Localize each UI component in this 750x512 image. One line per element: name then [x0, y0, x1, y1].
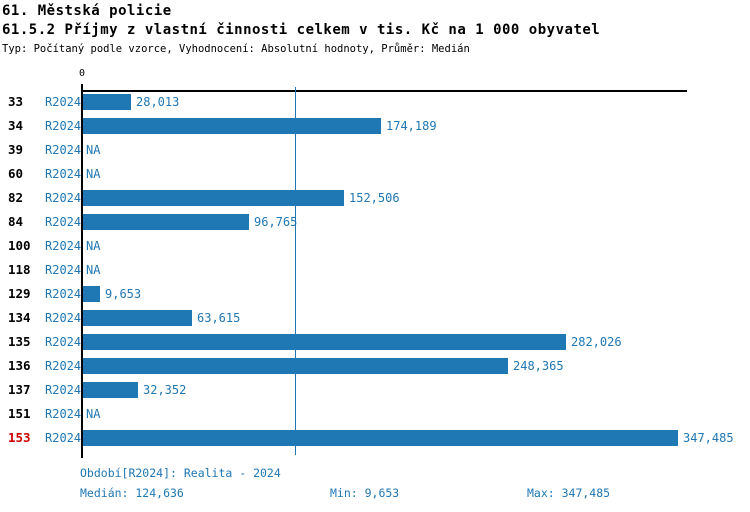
bar	[83, 430, 678, 446]
row-category-label: 100	[8, 238, 31, 253]
chart-row: 84 R2024 96,765	[0, 210, 750, 234]
bar-value-label: 28,013	[136, 95, 180, 109]
bar	[83, 358, 508, 374]
row-series-label: R2024	[45, 239, 82, 253]
bar-value-label: 282,026	[571, 335, 622, 349]
row-series-label: R2024	[45, 335, 82, 349]
chart-row: 129 R2024 9,653	[0, 282, 750, 306]
row-series-label: R2024	[45, 215, 82, 229]
chart-row: 136 R2024 248,365	[0, 354, 750, 378]
bar	[83, 382, 138, 398]
bar	[83, 118, 381, 134]
row-category-label: 137	[8, 382, 31, 397]
row-series-label: R2024	[45, 311, 82, 325]
bar-value-label: 96,765	[254, 215, 298, 229]
row-category-label: 34	[8, 118, 24, 133]
bar-value-label: 152,506	[349, 191, 400, 205]
median-reference-line	[295, 87, 296, 455]
bar	[83, 286, 100, 302]
bar-value-label: 347,485	[683, 431, 734, 445]
chart-row: 39 R2024 NA	[0, 138, 750, 162]
row-category-label: 135	[8, 334, 31, 349]
chart-row: 151 R2024 NA	[0, 402, 750, 426]
row-category-label: 134	[8, 310, 31, 325]
page-title: 61. Městská policie	[2, 3, 172, 19]
axis-zero-tick-label: 0	[78, 68, 86, 79]
footer-period-label: Období[R2024]: Realita - 2024	[80, 466, 281, 480]
row-category-label: 118	[8, 262, 31, 277]
row-category-label: 151	[8, 406, 31, 421]
chart-row: 34 R2024 174,189	[0, 114, 750, 138]
row-series-label: R2024	[45, 263, 82, 277]
chart-row: 82 R2024 152,506	[0, 186, 750, 210]
na-value-label: NA	[86, 239, 101, 253]
row-series-label: R2024	[45, 191, 82, 205]
chart-row: 118 R2024 NA	[0, 258, 750, 282]
bar-value-label: 9,653	[105, 287, 142, 301]
chart-subtitle: 61.5.2 Příjmy z vlastní činnosti celkem …	[2, 22, 601, 38]
chart-row: 135 R2024 282,026	[0, 330, 750, 354]
row-category-label: 33	[8, 94, 24, 109]
chart-row: 60 R2024 NA	[0, 162, 750, 186]
na-value-label: NA	[86, 143, 101, 157]
chart-row: 100 R2024 NA	[0, 234, 750, 258]
footer-min-label: Min: 9,653	[330, 486, 400, 500]
row-series-label: R2024	[45, 431, 82, 445]
bar-value-label: 248,365	[513, 359, 564, 373]
row-category-label: 153	[8, 430, 31, 445]
row-category-label: 129	[8, 286, 31, 301]
row-category-label: 39	[8, 142, 24, 157]
bar	[83, 190, 344, 206]
row-series-label: R2024	[45, 143, 82, 157]
row-category-label: 82	[8, 190, 24, 205]
footer-max-label: Max: 347,485	[527, 486, 611, 500]
row-series-label: R2024	[45, 95, 82, 109]
footer-median-label: Medián: 124,636	[80, 486, 184, 500]
chart-row: 137 R2024 32,352	[0, 378, 750, 402]
na-value-label: NA	[86, 407, 101, 421]
row-category-label: 84	[8, 214, 24, 229]
row-series-label: R2024	[45, 167, 82, 181]
x-axis-line	[81, 90, 687, 92]
bar	[83, 94, 131, 110]
row-series-label: R2024	[45, 119, 82, 133]
bar-rows-container: 33 R2024 28,013 34 R2024 174,189 39 R2024 NA 60 R2…	[0, 90, 750, 450]
bar	[83, 334, 566, 350]
chart-row: 134 R2024 63,615	[0, 306, 750, 330]
na-value-label: NA	[86, 167, 101, 181]
na-value-label: NA	[86, 263, 101, 277]
row-category-label: 60	[8, 166, 24, 181]
y-axis-spine	[81, 84, 83, 458]
chart-row: 153 R2024 347,485	[0, 426, 750, 450]
row-series-label: R2024	[45, 359, 82, 373]
bar-value-label: 63,615	[197, 311, 241, 325]
row-series-label: R2024	[45, 383, 82, 397]
chart-row: 33 R2024 28,013	[0, 90, 750, 114]
bar-value-label: 174,189	[386, 119, 437, 133]
bar-value-label: 32,352	[143, 383, 187, 397]
row-series-label: R2024	[45, 287, 82, 301]
chart-meta-info: Typ: Počítaný podle vzorce, Vyhodnocení:…	[2, 43, 470, 55]
row-series-label: R2024	[45, 407, 82, 421]
bar	[83, 310, 192, 326]
row-category-label: 136	[8, 358, 31, 373]
bar	[83, 214, 249, 230]
